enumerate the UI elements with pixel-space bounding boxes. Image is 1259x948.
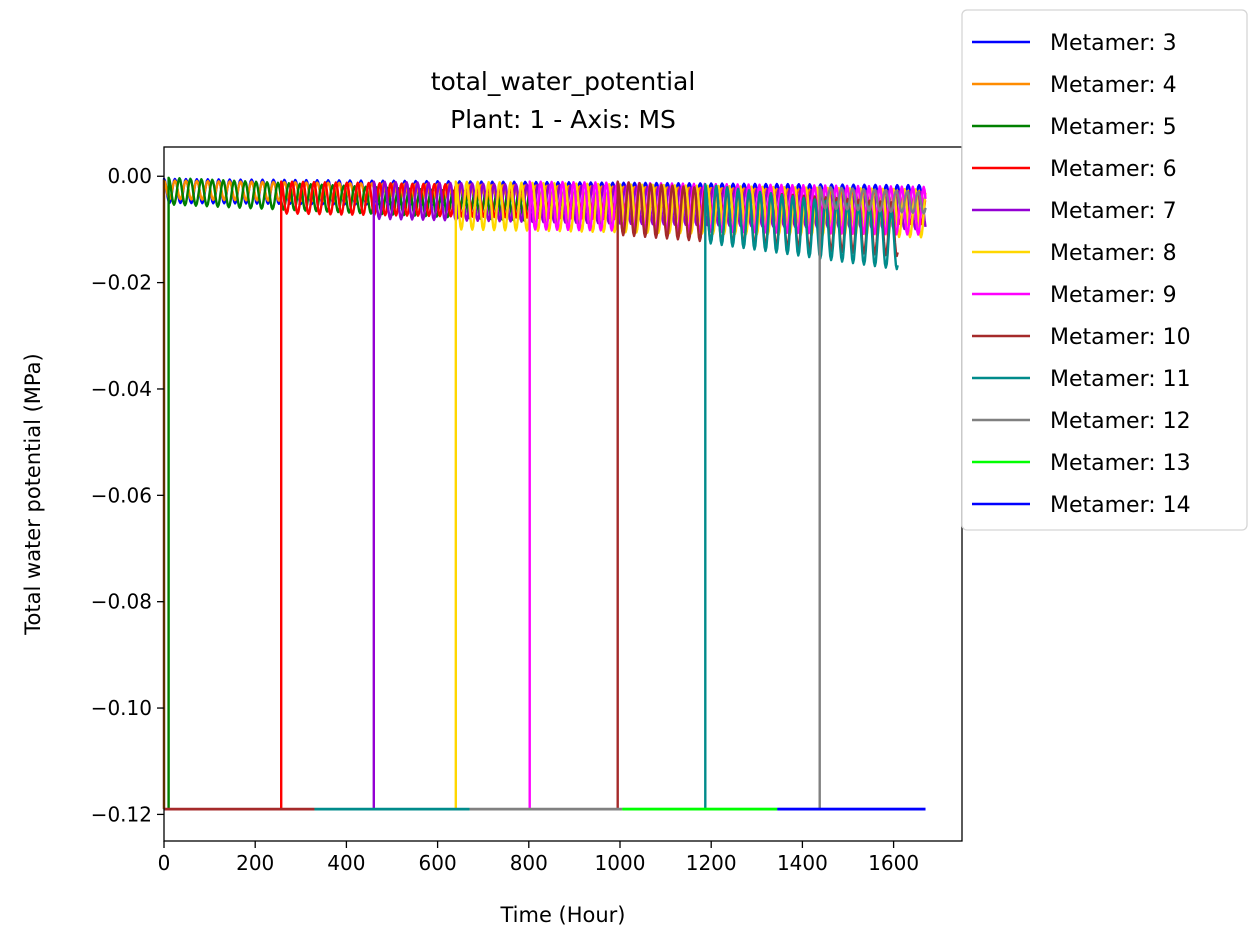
legend-label: Metamer: 13	[1050, 451, 1191, 476]
legend-label: Metamer: 14	[1050, 493, 1191, 518]
series-line	[528, 180, 927, 810]
x-tick-label: 1200	[686, 851, 737, 875]
x-tick-label: 800	[510, 851, 548, 875]
legend-label: Metamer: 11	[1050, 367, 1191, 392]
legend-label: Metamer: 3	[1050, 31, 1177, 56]
series-line	[454, 180, 927, 810]
legend-label: Metamer: 12	[1050, 409, 1191, 434]
y-tick-label: −0.04	[91, 377, 152, 401]
legend-label: Metamer: 6	[1050, 157, 1177, 182]
legend-label: Metamer: 9	[1050, 283, 1177, 308]
x-tick-label: 1400	[777, 851, 828, 875]
y-tick-label: −0.06	[91, 483, 152, 507]
legend-frame	[961, 9, 1248, 531]
series-line	[818, 185, 927, 810]
series-line	[162, 177, 927, 810]
x-axis: 0 200 400 600 800 1000 1200 1400 1600	[158, 841, 919, 875]
x-tick-label: 400	[327, 851, 365, 875]
legend-label: Metamer: 10	[1050, 325, 1191, 350]
x-tick-label: 0	[158, 851, 171, 875]
series-line	[167, 176, 640, 810]
legend: Metamer: 3 Metamer: 4 Metamer: 5 Metamer: 6…	[961, 9, 1248, 531]
x-tick-label: 1000	[595, 851, 646, 875]
y-axis: 0.00 −0.02 −0.04 −0.06 −0.08 −0.10 −0.12	[91, 164, 164, 826]
y-tick-label: −0.12	[91, 802, 152, 826]
chart-subtitle: Plant: 1 - Axis: MS	[450, 105, 676, 134]
series-layer	[162, 176, 927, 811]
series-line	[704, 183, 899, 810]
y-tick-label: −0.02	[91, 271, 152, 295]
x-tick-label: 1600	[868, 851, 919, 875]
y-tick-label: 0.00	[107, 164, 152, 188]
y-axis-label: Total water potential (MPa)	[21, 353, 45, 635]
y-tick-label: −0.08	[91, 590, 152, 614]
legend-label: Metamer: 7	[1050, 199, 1177, 224]
series-line	[616, 180, 899, 810]
legend-label: Metamer: 5	[1050, 115, 1177, 140]
legend-label: Metamer: 8	[1050, 241, 1177, 266]
x-tick-label: 200	[236, 851, 274, 875]
y-tick-label: −0.10	[91, 696, 152, 720]
chart-title: total_water_potential	[431, 67, 696, 96]
x-axis-label: Time (Hour)	[499, 903, 625, 927]
x-tick-label: 600	[419, 851, 457, 875]
chart-title-group: total_water_potential Plant: 1 - Axis: M…	[431, 67, 696, 134]
legend-label: Metamer: 4	[1050, 73, 1177, 98]
series-line	[280, 180, 927, 810]
series-line	[162, 179, 927, 810]
